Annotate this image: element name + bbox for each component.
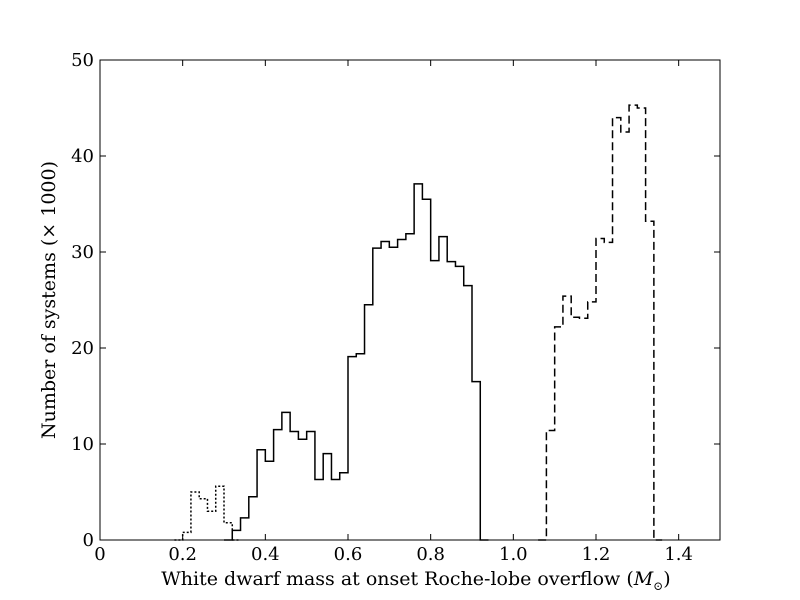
y-tick-label: 50 [71, 50, 94, 71]
x-axis-label-text: White dwarf mass at onset Roche-lobe ove… [161, 568, 621, 590]
x-axis-unit: M [633, 568, 654, 590]
x-tick-label: 1.4 [664, 544, 693, 565]
series-layer [174, 104, 663, 541]
x-tick-label: 1.0 [499, 544, 528, 565]
series-dotted-line [174, 485, 241, 541]
x-axis-label: White dwarf mass at onset Roche-lobe ove… [161, 568, 670, 593]
x-tick-label: 0.4 [251, 544, 280, 565]
x-tick-label: 0.6 [334, 544, 363, 565]
y-tick-label: 30 [71, 242, 94, 263]
y-tick-label: 20 [71, 338, 94, 359]
series-dashed-line [538, 104, 663, 541]
plot-frame [99, 59, 721, 541]
x-tick-label: 1.2 [582, 544, 611, 565]
x-axis-unit-subscript: ⊙ [653, 579, 663, 593]
tick-layer: 0 0.2 0.4 0.6 0.8 1.0 1.2 1.4 0 10 20 30 40 50 [71, 50, 720, 565]
y-tick-label: 0 [83, 530, 94, 551]
x-tick-label: 0 [94, 544, 105, 565]
y-tick-label: 10 [71, 434, 94, 455]
y-axis-label: Number of systems (× 1000) [38, 161, 60, 439]
x-tick-label: 0.8 [416, 544, 445, 565]
series-solid-line [224, 183, 489, 541]
y-tick-label: 40 [71, 146, 94, 167]
x-tick-label: 0.2 [168, 544, 197, 565]
